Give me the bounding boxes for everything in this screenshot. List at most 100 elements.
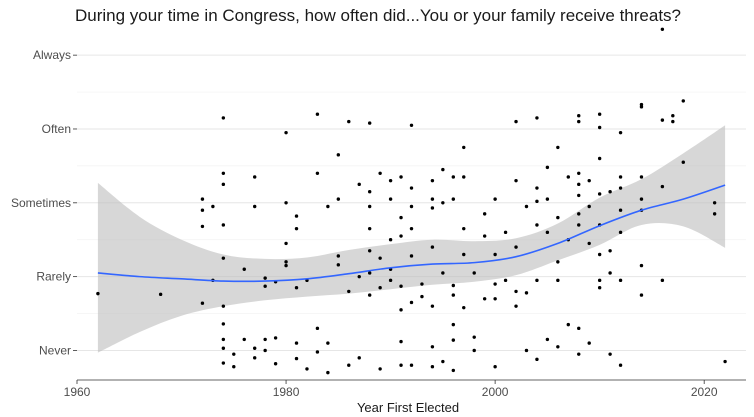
data-point [336,153,341,157]
data-point [399,363,403,367]
x-tick-label: 2000 [482,385,509,399]
data-point [253,346,257,350]
y-tick-label: Always [33,48,71,62]
data-point [211,204,215,209]
data-point [232,352,236,356]
data-point [577,326,581,331]
data-point [263,337,267,342]
data-point [221,361,226,365]
data-point [221,346,226,350]
data-point [409,123,414,127]
data-point [556,278,560,283]
data-point [462,305,466,310]
data-point [388,238,393,242]
data-point [618,175,623,179]
data-point [545,165,550,170]
x-axis-labels: 1960 1980 2000 2020 [64,380,718,399]
data-point [263,276,267,280]
data-point [608,271,612,275]
data-point [556,260,560,264]
data-point [336,263,341,267]
data-point [618,230,623,235]
data-point [462,226,466,231]
data-point [315,350,320,354]
data-point [399,234,403,238]
data-point [535,116,539,120]
data-point [514,119,518,124]
data-point [660,27,665,32]
data-point [232,365,236,369]
data-point [284,263,288,268]
data-point [535,278,539,283]
data-point [294,226,299,231]
chart-title: During your time in Congress, how often … [75,6,681,25]
data-point [597,156,602,161]
data-point [336,254,341,258]
data-point [597,192,602,196]
data-point [535,223,539,227]
data-point [577,182,581,187]
y-tick-label: Never [39,343,71,357]
data-point [430,365,435,369]
data-point [221,182,226,187]
data-point [577,113,581,118]
x-tick-label: 1980 [273,385,300,399]
data-point [545,197,550,201]
y-axis-labels: Never Rarely Sometimes Often Always [11,48,77,357]
data-point [430,206,435,210]
data-point [514,178,518,183]
data-point [493,297,497,301]
data-point [577,171,581,175]
data-point [378,286,382,290]
data-point [367,190,372,194]
data-point [399,284,403,288]
data-point [566,322,570,327]
data-point [577,212,581,216]
data-point [430,345,435,349]
data-point [378,171,382,175]
data-point [597,286,602,290]
data-point [639,263,644,268]
data-point [357,356,361,360]
data-point [514,245,518,249]
data-point [367,249,372,253]
data-point [503,230,508,235]
data-point [315,112,320,116]
data-point [242,267,246,271]
data-point [535,199,539,204]
data-point [221,116,226,120]
data-point [472,271,476,275]
data-point [660,278,665,283]
data-point [535,186,539,190]
data-point [273,362,278,366]
data-point [399,175,403,179]
data-point [409,363,414,367]
data-point [430,304,435,308]
data-point [451,368,456,373]
data-point [294,356,299,361]
data-point [472,335,476,339]
data-point [608,249,612,253]
data-point [221,256,226,260]
smooth-trend-line [97,184,726,283]
data-point [577,193,581,198]
data-point [399,308,403,312]
data-point [347,289,351,294]
data-point [367,204,372,209]
data-point [462,175,466,179]
data-point [577,223,581,227]
data-point [253,204,257,209]
data-point [367,226,372,231]
data-point [409,300,414,305]
data-point [493,252,497,257]
data-point [388,278,393,283]
data-point [639,102,644,107]
data-point [284,260,288,264]
data-point [305,367,309,371]
data-point [253,175,257,179]
data-point [451,293,456,297]
data-point [294,214,299,218]
data-point [493,282,497,286]
data-point [660,184,665,189]
data-point [294,286,299,290]
